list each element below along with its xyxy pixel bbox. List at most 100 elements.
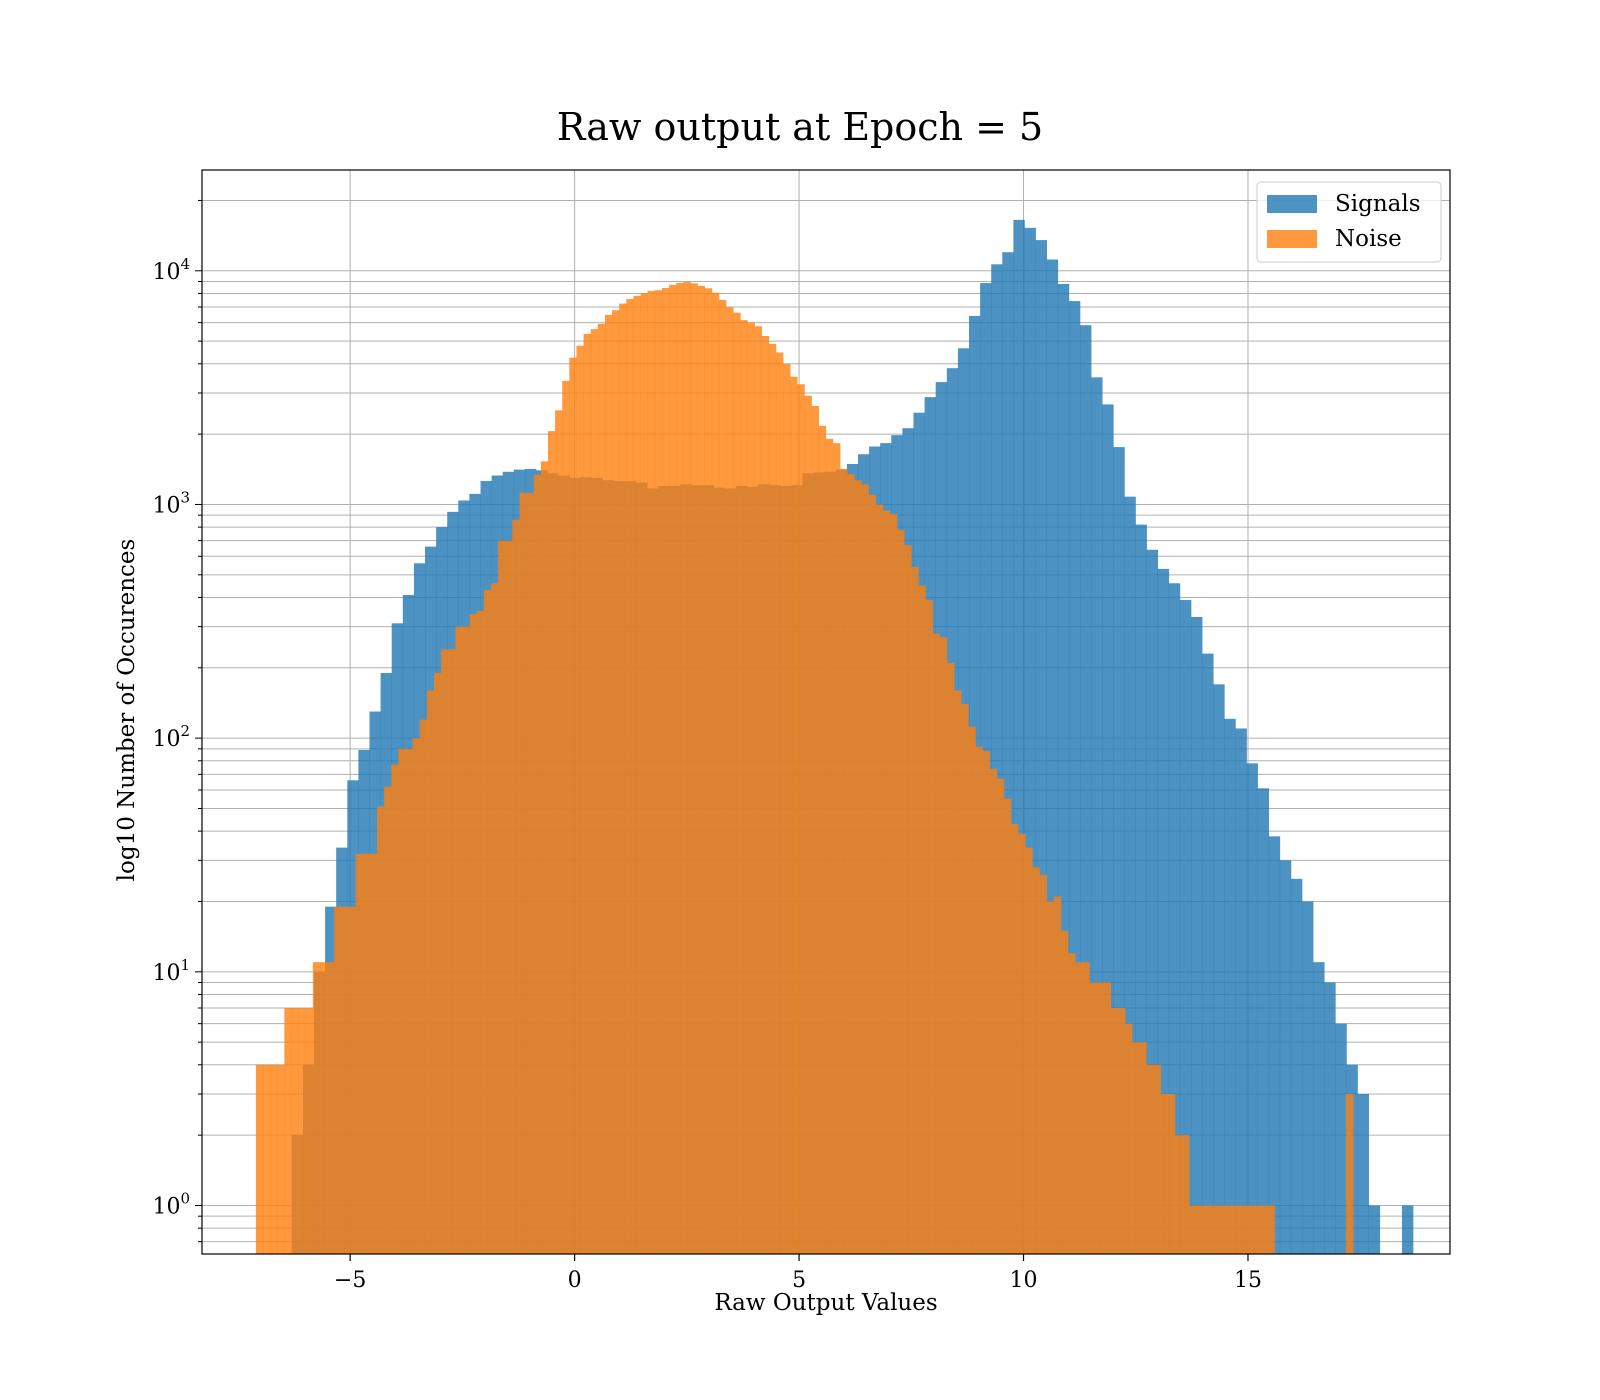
histogram-bar [661, 288, 670, 1254]
histogram-bar [854, 480, 862, 1254]
histogram-bar [1068, 953, 1076, 1254]
histogram-bar [391, 764, 399, 1254]
y-tick-label: 101 [152, 956, 190, 986]
histogram-bar [1189, 1205, 1197, 1254]
histogram-bar [676, 282, 684, 1254]
histogram-bar [298, 1008, 307, 1254]
histogram-bar [483, 590, 492, 1254]
histogram-bar [982, 751, 990, 1254]
histogram-bar [284, 1008, 292, 1254]
histogram-bar [455, 626, 463, 1254]
histogram-bar [1324, 982, 1336, 1254]
histogram-bar [768, 343, 777, 1254]
histogram-bar [818, 425, 827, 1255]
histogram-bar [562, 380, 570, 1254]
histogram-bar [1139, 1042, 1147, 1254]
histogram-bar [291, 1008, 299, 1254]
histogram-bar [740, 320, 748, 1254]
legend-label-signals: Signals [1335, 191, 1421, 217]
histogram-bar [640, 293, 649, 1254]
histogram-bar [305, 1008, 314, 1254]
histogram-bar [1401, 1205, 1414, 1254]
histogram-bar [1302, 901, 1314, 1254]
histogram-bar [1053, 896, 1062, 1254]
plot-frame [201, 169, 1451, 1255]
histogram-bar [341, 906, 349, 1254]
histogram-bar [1239, 1205, 1247, 1254]
histogram-bar [961, 703, 969, 1254]
x-tick-label: 0 [568, 1268, 582, 1293]
histogram-bar [868, 494, 876, 1254]
histogram-bar [1191, 616, 1203, 1254]
histogram-bar [469, 613, 478, 1254]
histogram-bar [1179, 600, 1192, 1254]
histogram-bar [490, 583, 499, 1254]
histogram-bar [811, 405, 819, 1254]
histogram-bar [626, 299, 634, 1254]
histogram-bar [1345, 1093, 1354, 1254]
x-axis-ticks: −5 0 5 10 15 [334, 1254, 1262, 1293]
histogram-bar [1110, 1008, 1119, 1254]
histogram-bar [1135, 524, 1147, 1254]
histogram-bar [954, 690, 962, 1254]
histogram-bar [1068, 301, 1081, 1254]
y-tick-label: 100 [152, 1189, 190, 1219]
histogram-bar [790, 376, 798, 1255]
histogram-bar [1257, 788, 1270, 1254]
histogram-bar [334, 906, 342, 1254]
histogram-bar [968, 726, 976, 1254]
histogram-bar [761, 335, 770, 1254]
histogram-bar [1174, 1135, 1183, 1254]
histogram-bar [405, 748, 413, 1254]
histogram-bar [1075, 962, 1083, 1254]
histogram-bar [690, 283, 698, 1255]
y-tick-label: 102 [152, 722, 190, 752]
histogram-bar [1235, 728, 1247, 1254]
histogram-bar [683, 282, 691, 1255]
histogram-bar [1313, 962, 1325, 1254]
histogram-bar [1290, 878, 1303, 1254]
histogram-bar [1357, 1093, 1369, 1254]
histogram-bar [911, 567, 919, 1254]
histogram-bar [991, 264, 1003, 1254]
legend-swatch-noise [1267, 230, 1317, 248]
legend: Signals Noise [1256, 181, 1442, 263]
histogram-bar [939, 637, 948, 1254]
series-noise [255, 282, 1354, 1255]
histogram-bar [975, 746, 983, 1254]
histogram-series [255, 219, 1414, 1255]
histogram-bar [1268, 836, 1281, 1254]
y-axis-ticks: 100 101 102 103 104 [152, 199, 202, 1243]
histogram-bar [433, 673, 442, 1254]
histogram-bar [533, 474, 542, 1254]
histogram-bar [1368, 1205, 1381, 1254]
histogram-bar [448, 649, 456, 1254]
histogram-bar [1080, 325, 1092, 1254]
histogram-bar [1224, 718, 1236, 1254]
histogram-bar [1260, 1205, 1268, 1254]
histogram-bar [726, 307, 734, 1254]
histogram-bar [1046, 259, 1059, 1255]
histogram-bar [1196, 1205, 1204, 1254]
histogram-bar [861, 484, 869, 1254]
histogram-bar [1125, 1023, 1133, 1254]
histogram-bar [1132, 1042, 1140, 1254]
histogram-bar [255, 1064, 264, 1254]
histogram-bar [1246, 1205, 1254, 1254]
histogram-bar [1153, 1064, 1161, 1254]
histogram-bar [882, 510, 891, 1254]
histogram-bar [512, 519, 520, 1254]
histogram-bar [1253, 1205, 1261, 1254]
histogram-bar [1203, 1205, 1211, 1254]
histogram-bar [362, 853, 371, 1254]
histogram-bar [597, 323, 606, 1254]
histogram-bar [711, 292, 720, 1254]
histogram-bar [262, 1064, 271, 1254]
histogram-bar [519, 492, 527, 1255]
histogram-bar [904, 545, 912, 1254]
histogram-bar [1117, 1008, 1126, 1254]
histogram-bar [1124, 496, 1136, 1255]
histogram-bar [1018, 833, 1026, 1254]
histogram-bar [441, 649, 449, 1254]
histogram-bar [583, 333, 592, 1255]
